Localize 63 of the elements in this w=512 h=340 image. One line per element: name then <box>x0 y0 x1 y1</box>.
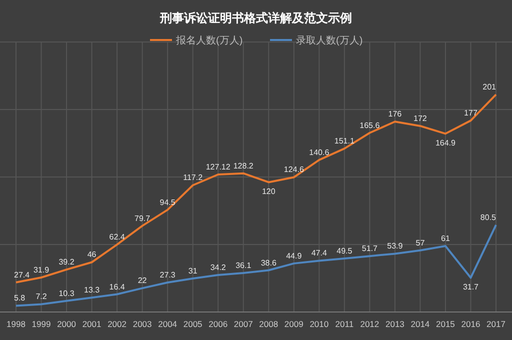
x-tick-label: 2006 <box>208 319 228 329</box>
x-tick-label: 2017 <box>486 319 506 329</box>
data-label: 62.4 <box>109 232 126 242</box>
data-label: 27.3 <box>160 270 176 280</box>
data-label: 46 <box>87 250 97 260</box>
data-label: 61 <box>441 234 450 244</box>
x-tick-label: 2016 <box>461 319 480 329</box>
x-tick-label: 2007 <box>234 319 254 329</box>
data-label: 22 <box>138 276 148 286</box>
data-label: 34.2 <box>210 263 226 272</box>
data-label: 120 <box>262 187 276 196</box>
x-tick-label: 2015 <box>436 319 456 329</box>
x-tick-label: 2014 <box>410 319 430 329</box>
data-label: 39.2 <box>58 258 75 267</box>
data-label: 128.2 <box>233 161 254 170</box>
data-label: 27.4 <box>14 270 30 280</box>
data-label: 57 <box>416 238 426 248</box>
data-label: 7.2 <box>36 292 48 302</box>
data-label: 10.3 <box>58 288 75 298</box>
data-label: 127.12 <box>206 162 231 172</box>
data-label: 79.7 <box>134 214 151 223</box>
data-label: 13.3 <box>84 286 100 295</box>
x-tick-label: 2000 <box>57 319 76 329</box>
legend-label: 报名人数(万人) <box>175 34 243 46</box>
data-label: 201 <box>482 82 497 92</box>
x-tick-label: 2009 <box>284 319 304 329</box>
data-label: 16.4 <box>109 282 126 292</box>
data-label: 172 <box>414 114 428 123</box>
x-tick-label: 1998 <box>6 319 26 329</box>
data-label: 94.5 <box>160 198 176 207</box>
data-label: 117.2 <box>183 173 204 182</box>
data-label: 51.7 <box>362 244 378 254</box>
x-tick-label: 2012 <box>360 319 380 329</box>
data-label: 164.9 <box>435 138 456 148</box>
x-tick-label: 2005 <box>183 319 203 329</box>
data-label: 53.9 <box>387 242 404 251</box>
x-tick-label: 2003 <box>132 319 152 329</box>
data-label: 80.5 <box>480 212 497 222</box>
x-tick-label: 2008 <box>259 319 278 329</box>
data-label: 31 <box>188 266 198 276</box>
data-label: 31.7 <box>462 282 480 292</box>
data-label: 124.6 <box>284 165 304 174</box>
x-tick-label: 1999 <box>32 319 51 329</box>
data-label: 176 <box>388 110 402 119</box>
data-label: 140.6 <box>309 148 330 157</box>
x-tick-label: 2004 <box>158 319 178 329</box>
x-tick-label: 2001 <box>82 319 102 329</box>
data-label: 31.9 <box>33 266 50 274</box>
x-tick-label: 2010 <box>310 319 329 329</box>
x-tick-label: 2013 <box>385 319 405 329</box>
data-label: 44.9 <box>286 251 302 260</box>
data-label: 38.6 <box>260 258 277 268</box>
chart-title: 刑事诉讼证明书格式详解及范文示例 <box>159 11 352 25</box>
data-label: 151.1 <box>334 136 355 146</box>
data-label: 5.8 <box>14 294 26 303</box>
legend-label: 录取人数(万人) <box>296 36 363 46</box>
data-label: 177 <box>464 108 478 118</box>
data-label: 49.5 <box>336 246 353 256</box>
data-label: 36.1 <box>236 260 252 270</box>
data-label: 47.4 <box>311 248 328 258</box>
x-tick-label: 2011 <box>335 319 354 329</box>
x-tick-label: 2002 <box>108 319 127 329</box>
data-label: 165.6 <box>360 120 380 130</box>
